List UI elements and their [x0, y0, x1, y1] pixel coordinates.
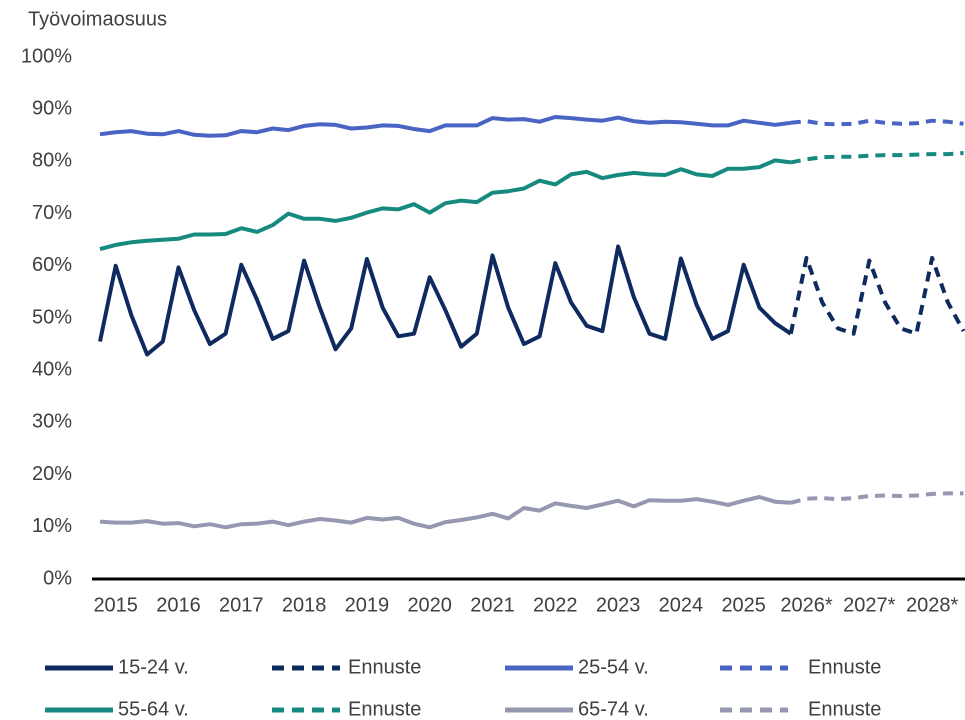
y-tick-label: 20% [32, 463, 72, 485]
legend-label: Ennuste [348, 656, 421, 678]
legend-label: Ennuste [348, 698, 421, 720]
x-tick-label: 2024 [659, 594, 704, 616]
legend-label: 65-74 v. [578, 698, 649, 720]
series-line [99, 115, 792, 138]
x-tick-label: 2027* [843, 594, 895, 616]
x-tick-label: 2026* [780, 594, 832, 616]
y-tick-label: 40% [32, 358, 72, 380]
legend-label: 15-24 v. [118, 656, 189, 678]
forecast-line [790, 491, 964, 505]
x-tick-label: 2015 [93, 594, 138, 616]
x-tick-label: 2021 [470, 594, 515, 616]
series-line [98, 244, 792, 357]
y-tick-label: 0% [43, 567, 72, 589]
series-line [99, 158, 792, 252]
y-tick-label: 50% [32, 306, 72, 328]
y-tick-label: 70% [32, 202, 72, 224]
y-axis-title: Työvoimaosuus [28, 8, 167, 30]
legend-label: Ennuste [808, 656, 881, 678]
x-tick-label: 2028* [906, 594, 958, 616]
forecast-line [790, 118, 964, 127]
series-line [99, 495, 791, 530]
y-tick-label: 30% [32, 411, 72, 433]
x-tick-label: 2025 [721, 594, 766, 616]
y-tick-label: 10% [32, 515, 72, 537]
y-tick-label: 100% [21, 45, 72, 67]
y-tick-label: 80% [32, 150, 72, 172]
x-tick-label: 2023 [596, 594, 641, 616]
y-tick-label: 90% [32, 97, 72, 119]
x-tick-label: 2019 [345, 594, 390, 616]
y-tick-label: 60% [32, 254, 72, 276]
x-tick-label: 2018 [282, 594, 327, 616]
forecast-line [788, 256, 965, 336]
x-tick-label: 2017 [219, 594, 264, 616]
x-tick-label: 2020 [407, 594, 452, 616]
legend-label: 25-54 v. [578, 656, 649, 678]
legend-label: Ennuste [808, 698, 881, 720]
legend-label: 55-64 v. [118, 698, 189, 720]
x-tick-label: 2016 [156, 594, 201, 616]
forecast-line [790, 151, 964, 165]
x-tick-label: 2022 [533, 594, 578, 616]
